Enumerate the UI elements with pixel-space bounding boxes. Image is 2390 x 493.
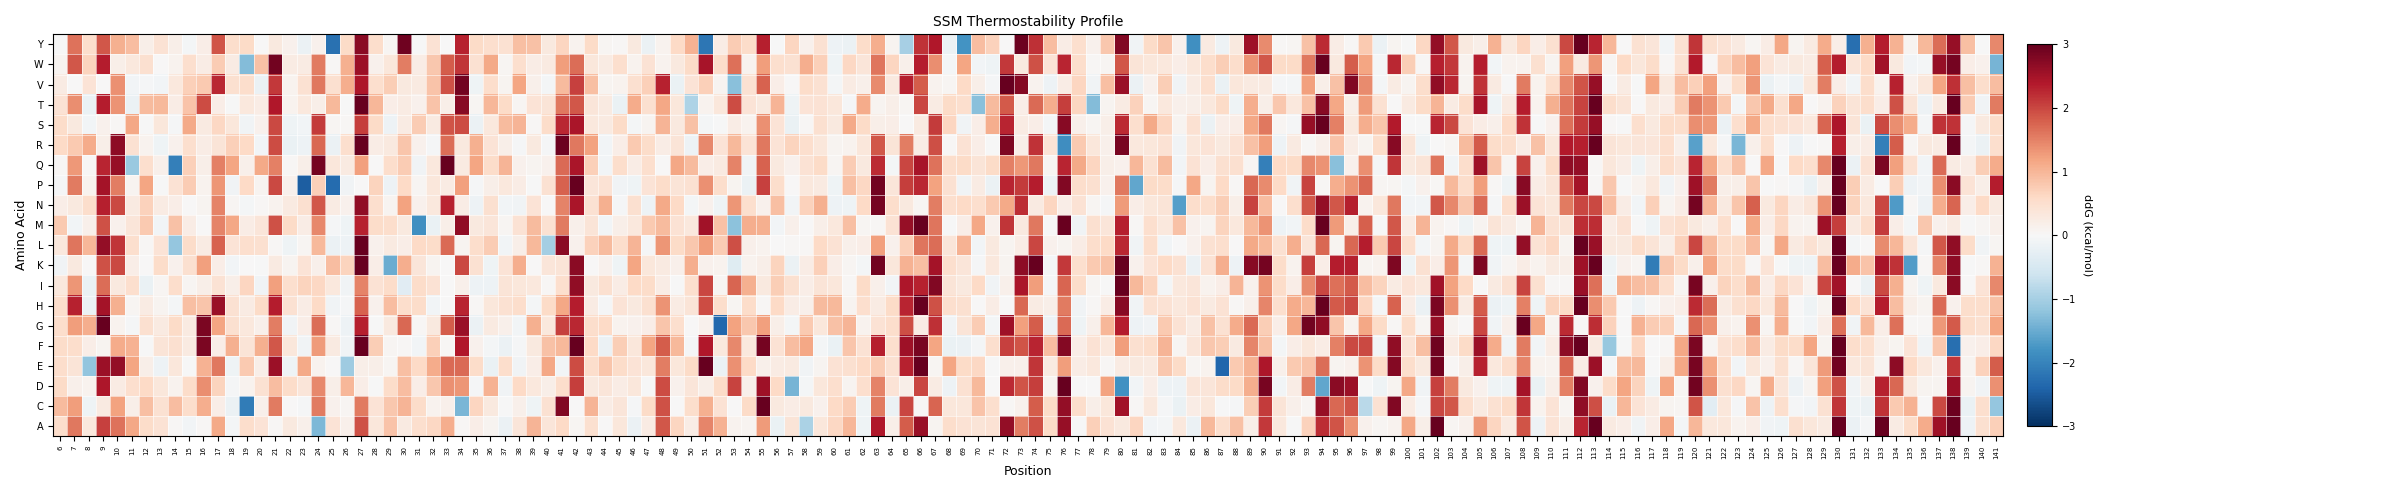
X-axis label: Position: Position (1004, 465, 1052, 478)
Y-axis label: ddG (kcal/mol): ddG (kcal/mol) (2084, 194, 2094, 277)
Title: SSM Thermostability Profile: SSM Thermostability Profile (932, 15, 1123, 29)
Y-axis label: Amino Acid: Amino Acid (14, 200, 29, 271)
